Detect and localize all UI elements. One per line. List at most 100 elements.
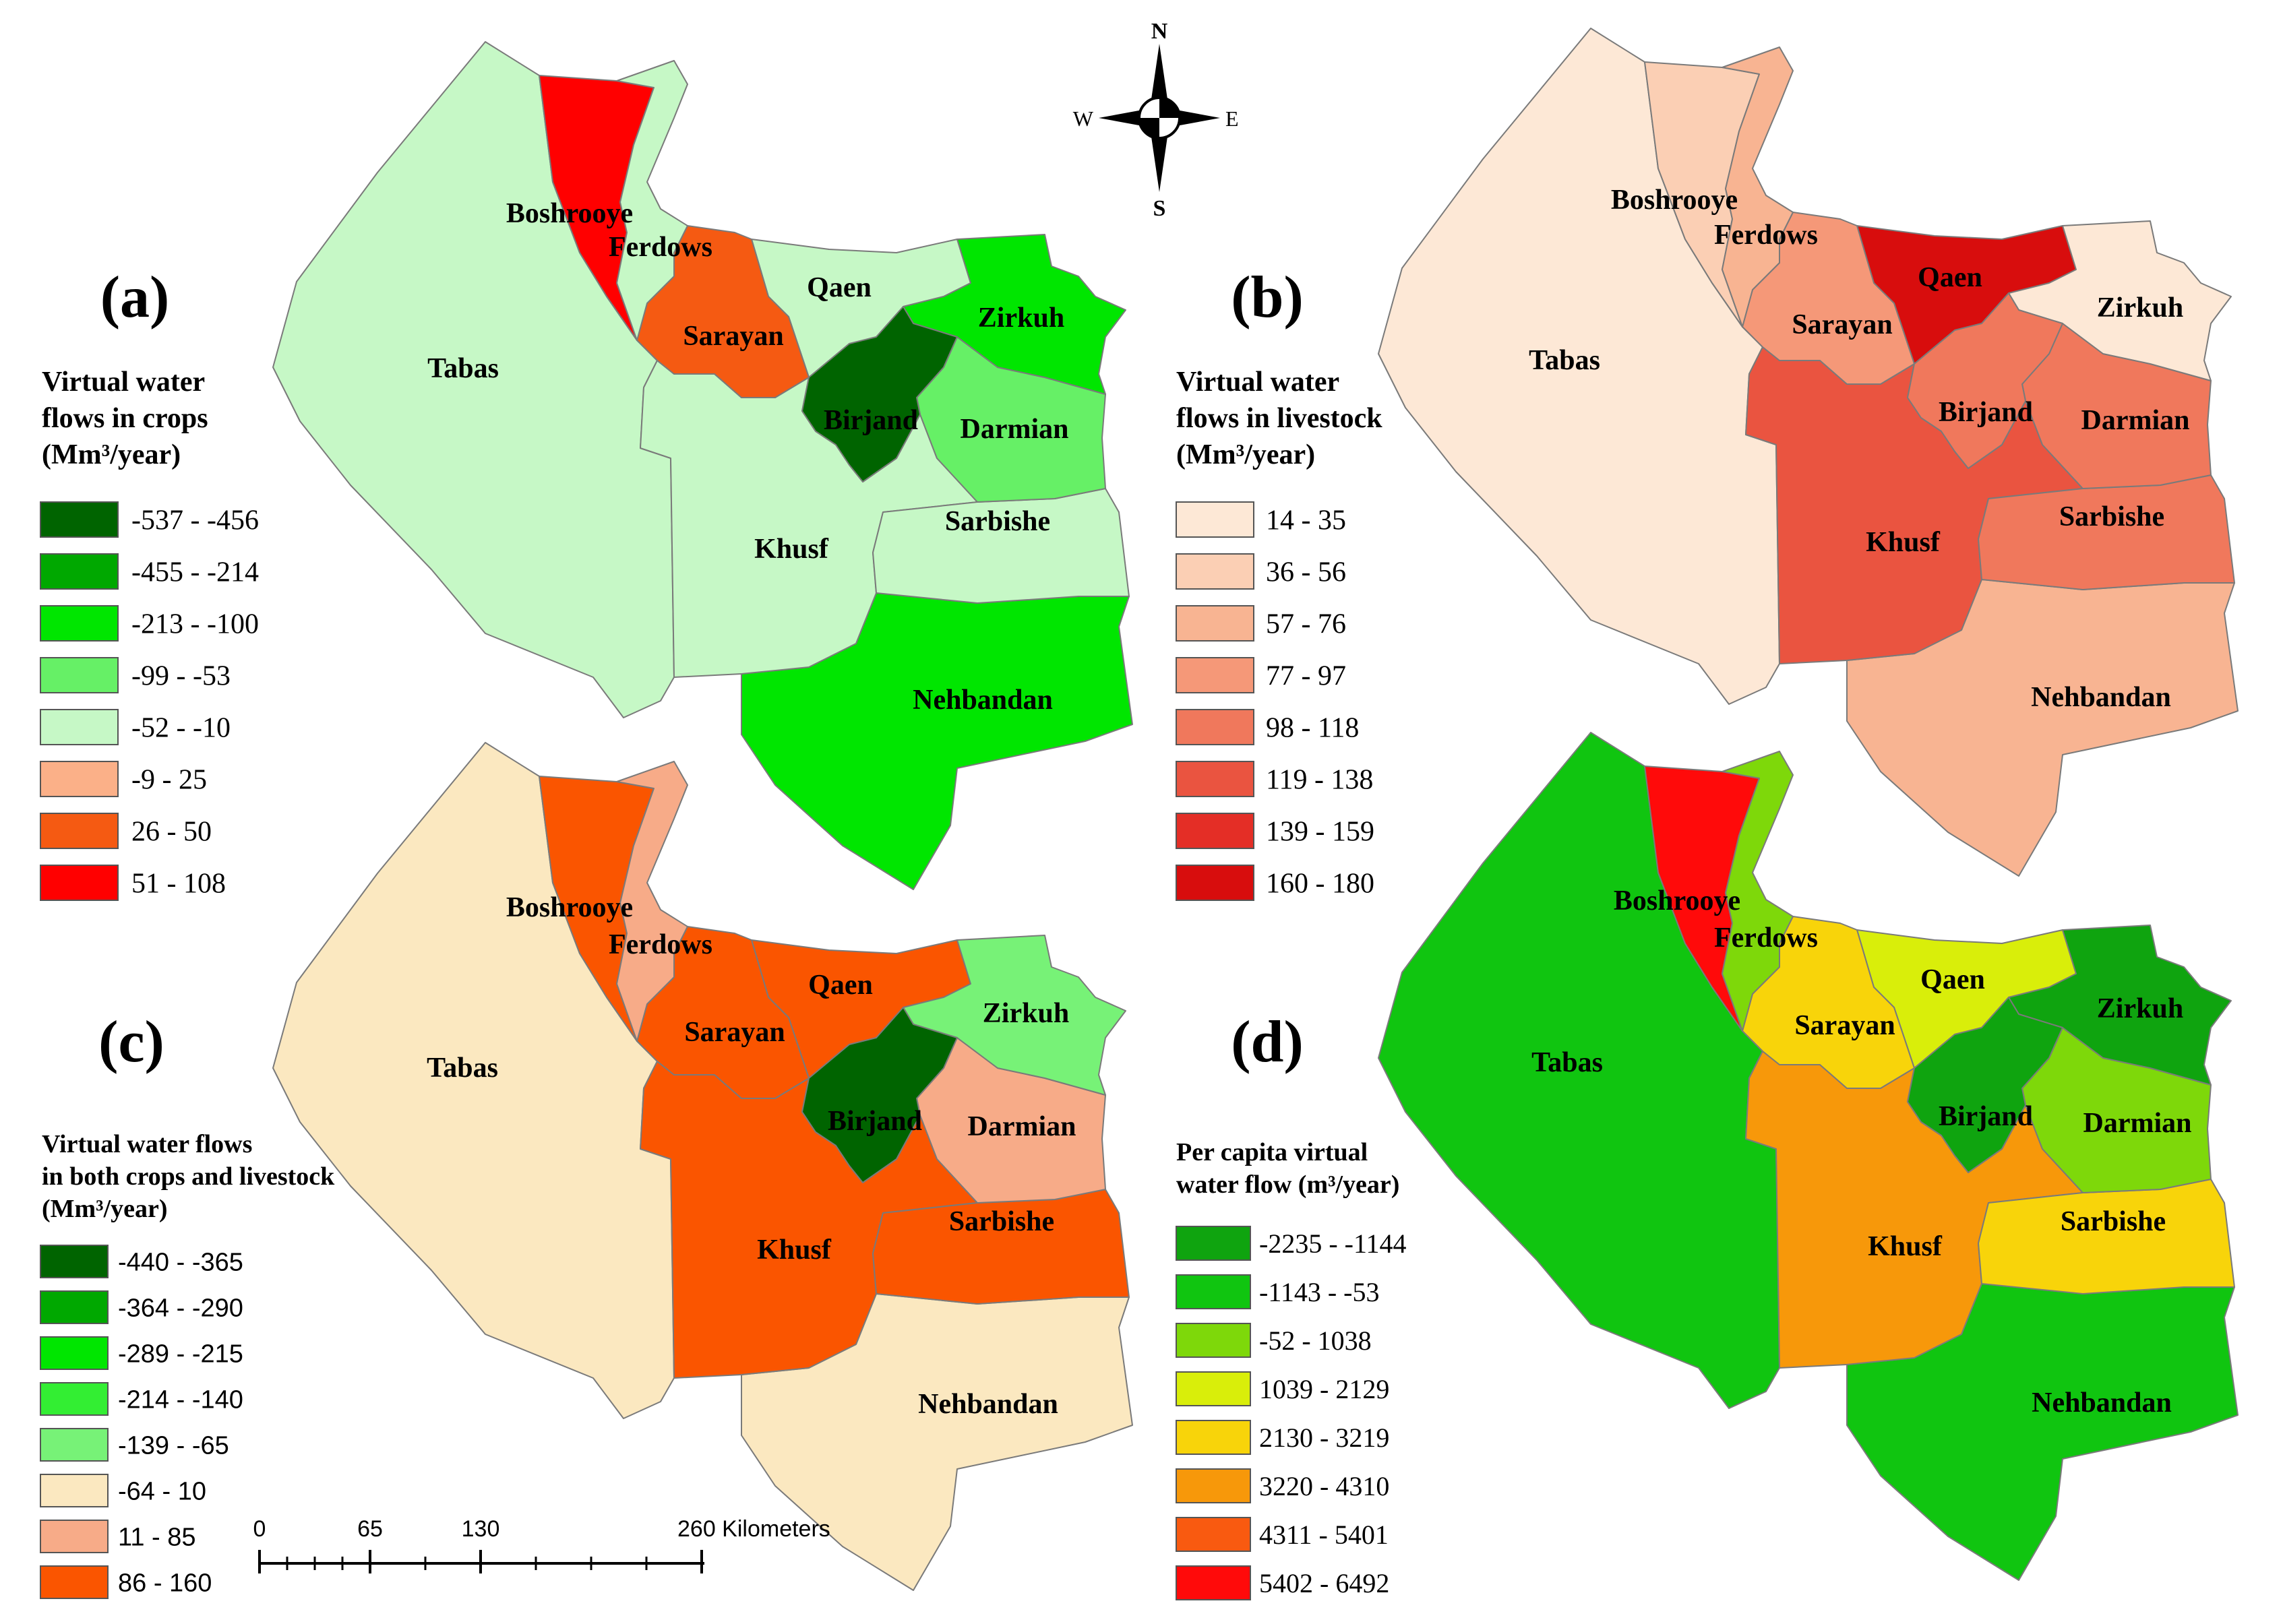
district-label-tabas: Tabas	[1531, 1047, 1603, 1078]
legend-a: -537 - -456 -455 - -214 -213 - -100 -99 - -…	[40, 501, 259, 901]
legend-title-d-line-1: water flow (m³/year)	[1176, 1170, 1399, 1199]
legend-swatch	[40, 813, 119, 849]
panel-label-b: (b)	[1231, 265, 1304, 330]
district-label-boshrooye: Boshrooye	[506, 198, 633, 229]
compass-letter-s: S	[1153, 196, 1166, 221]
district-label-boshrooye: Boshrooye	[506, 892, 633, 923]
district-birjand[interactable]	[1907, 997, 2063, 1173]
district-birjand[interactable]	[801, 306, 958, 482]
legend-title-a-line-0: Virtual water	[42, 367, 205, 398]
legend-swatch	[1176, 1274, 1251, 1309]
legend-swatch	[1176, 865, 1254, 901]
legend-swatch	[1176, 553, 1254, 590]
legend-range-label: -289 - -215	[118, 1340, 243, 1368]
legend-range-label: 5402 - 6492	[1259, 1568, 1389, 1598]
legend-range-label: -2235 - -1144	[1259, 1228, 1406, 1259]
legend-swatch	[40, 709, 119, 745]
district-label-ferdows: Ferdows	[1714, 220, 1818, 251]
legend-title-a-line-1: flows in crops	[42, 403, 208, 434]
legend-range-label: -139 - -65	[118, 1431, 229, 1460]
legend-range-label: 14 - 35	[1266, 505, 1346, 536]
district-birjand[interactable]	[1907, 292, 2063, 469]
panel-label-a: (a)	[100, 265, 170, 330]
compass-center-q3	[1139, 118, 1159, 138]
north-arrow: N S E W	[1073, 19, 1239, 221]
district-label-nehbandan: Nehbandan	[2032, 1387, 2172, 1418]
legend-range-label: 3220 - 4310	[1259, 1471, 1389, 1501]
district-label-zirkuh: Zirkuh	[978, 303, 1064, 334]
district-label-qaen: Qaen	[1920, 964, 1985, 995]
legend-range-label: 86 - 160	[118, 1569, 212, 1597]
legend-swatch	[1176, 1517, 1251, 1552]
legend-title-a-line-2: (Mm³/year)	[42, 439, 181, 470]
legend-range-label: -52 - 1038	[1259, 1325, 1372, 1356]
district-label-sarbishe: Sarbishe	[949, 1206, 1054, 1237]
legend-title-c-line-0: Virtual water flows	[42, 1130, 252, 1158]
legend-swatch	[1176, 761, 1254, 797]
district-label-birjand: Birjand	[1939, 1101, 2033, 1132]
district-label-tabas: Tabas	[1529, 345, 1600, 376]
legend-swatch	[40, 501, 119, 538]
district-label-sarayan: Sarayan	[683, 321, 783, 352]
district-label-qaen: Qaen	[1918, 262, 1982, 293]
compass-letter-n: N	[1151, 19, 1168, 44]
district-label-darmian: Darmian	[2083, 1108, 2192, 1139]
legend-b: 14 - 35 36 - 56 57 - 76 77 - 97 98 - 118 119 …	[1176, 501, 1374, 901]
district-ferdows[interactable]	[616, 761, 688, 1042]
legend-range-label: -364 - -290	[118, 1294, 243, 1322]
legend-range-label: 26 - 50	[131, 817, 212, 848]
legend-range-label: -213 - -100	[131, 609, 259, 640]
panel-d: Boshrooye Ferdows Tabas Sarayan Qaen Zirkuh Bi…	[1176, 732, 2239, 1600]
district-label-nehbandan: Nehbandan	[918, 1389, 1058, 1420]
scale-bar-label-0: 0	[253, 1516, 266, 1542]
district-label-qaen: Qaen	[807, 272, 872, 303]
district-label-birjand: Birjand	[1939, 397, 2033, 428]
district-label-ferdows: Ferdows	[609, 232, 712, 263]
scale-bar-label-65: 65	[357, 1516, 383, 1542]
legend-swatch	[1176, 1468, 1251, 1503]
legend-range-label: 2130 - 3219	[1259, 1423, 1389, 1453]
district-label-sarayan: Sarayan	[1794, 1010, 1895, 1041]
compass-letter-w: W	[1073, 106, 1094, 131]
panel-a-map	[272, 41, 1133, 890]
legend-swatch	[1176, 605, 1254, 642]
scale-bar-label-130: 130	[462, 1516, 500, 1542]
legend-range-label: 98 - 118	[1266, 713, 1359, 744]
district-zirkuh[interactable]	[903, 935, 1126, 1096]
legend-d: -2235 - -1144 -1143 - -53 -52 - 1038 1039 -…	[1176, 1226, 1406, 1600]
district-label-ferdows: Ferdows	[1714, 923, 1818, 954]
district-zirkuh[interactable]	[2008, 925, 2232, 1086]
legend-range-label: 160 - 180	[1266, 869, 1374, 900]
district-label-birjand: Birjand	[824, 405, 918, 436]
district-birjand[interactable]	[801, 1007, 958, 1183]
legend-range-label: -99 - -53	[131, 661, 231, 692]
panel-d-map	[1378, 732, 2239, 1581]
legend-c: -440 - -365 -364 - -290 -289 - -215 -214 - …	[40, 1245, 243, 1599]
legend-range-label: -440 - -365	[118, 1248, 243, 1276]
district-label-khusf: Khusf	[757, 1235, 832, 1266]
legend-swatch	[40, 657, 119, 693]
legend-range-label: 139 - 159	[1266, 817, 1374, 848]
district-label-khusf: Khusf	[754, 534, 829, 565]
district-label-darmian: Darmian	[2081, 405, 2190, 436]
district-label-tabas: Tabas	[427, 353, 499, 384]
legend-range-label: 77 - 97	[1266, 661, 1346, 692]
legend-swatch	[40, 1336, 109, 1370]
legend-swatch	[40, 1565, 109, 1599]
district-label-darmian: Darmian	[968, 1111, 1076, 1142]
district-ferdows[interactable]	[616, 60, 688, 341]
district-label-nehbandan: Nehbandan	[2031, 682, 2171, 713]
legend-swatch	[1176, 1565, 1251, 1600]
panel-label-d: (d)	[1231, 1009, 1304, 1075]
legend-swatch	[40, 1428, 109, 1462]
district-ferdows[interactable]	[1722, 751, 1794, 1032]
district-zirkuh[interactable]	[2008, 220, 2232, 381]
district-ferdows[interactable]	[1722, 46, 1794, 327]
scale-bar-label-260: 260 Kilometers	[677, 1516, 830, 1542]
legend-swatch	[1176, 1323, 1251, 1358]
legend-swatch	[1176, 657, 1254, 693]
district-zirkuh[interactable]	[903, 234, 1126, 395]
